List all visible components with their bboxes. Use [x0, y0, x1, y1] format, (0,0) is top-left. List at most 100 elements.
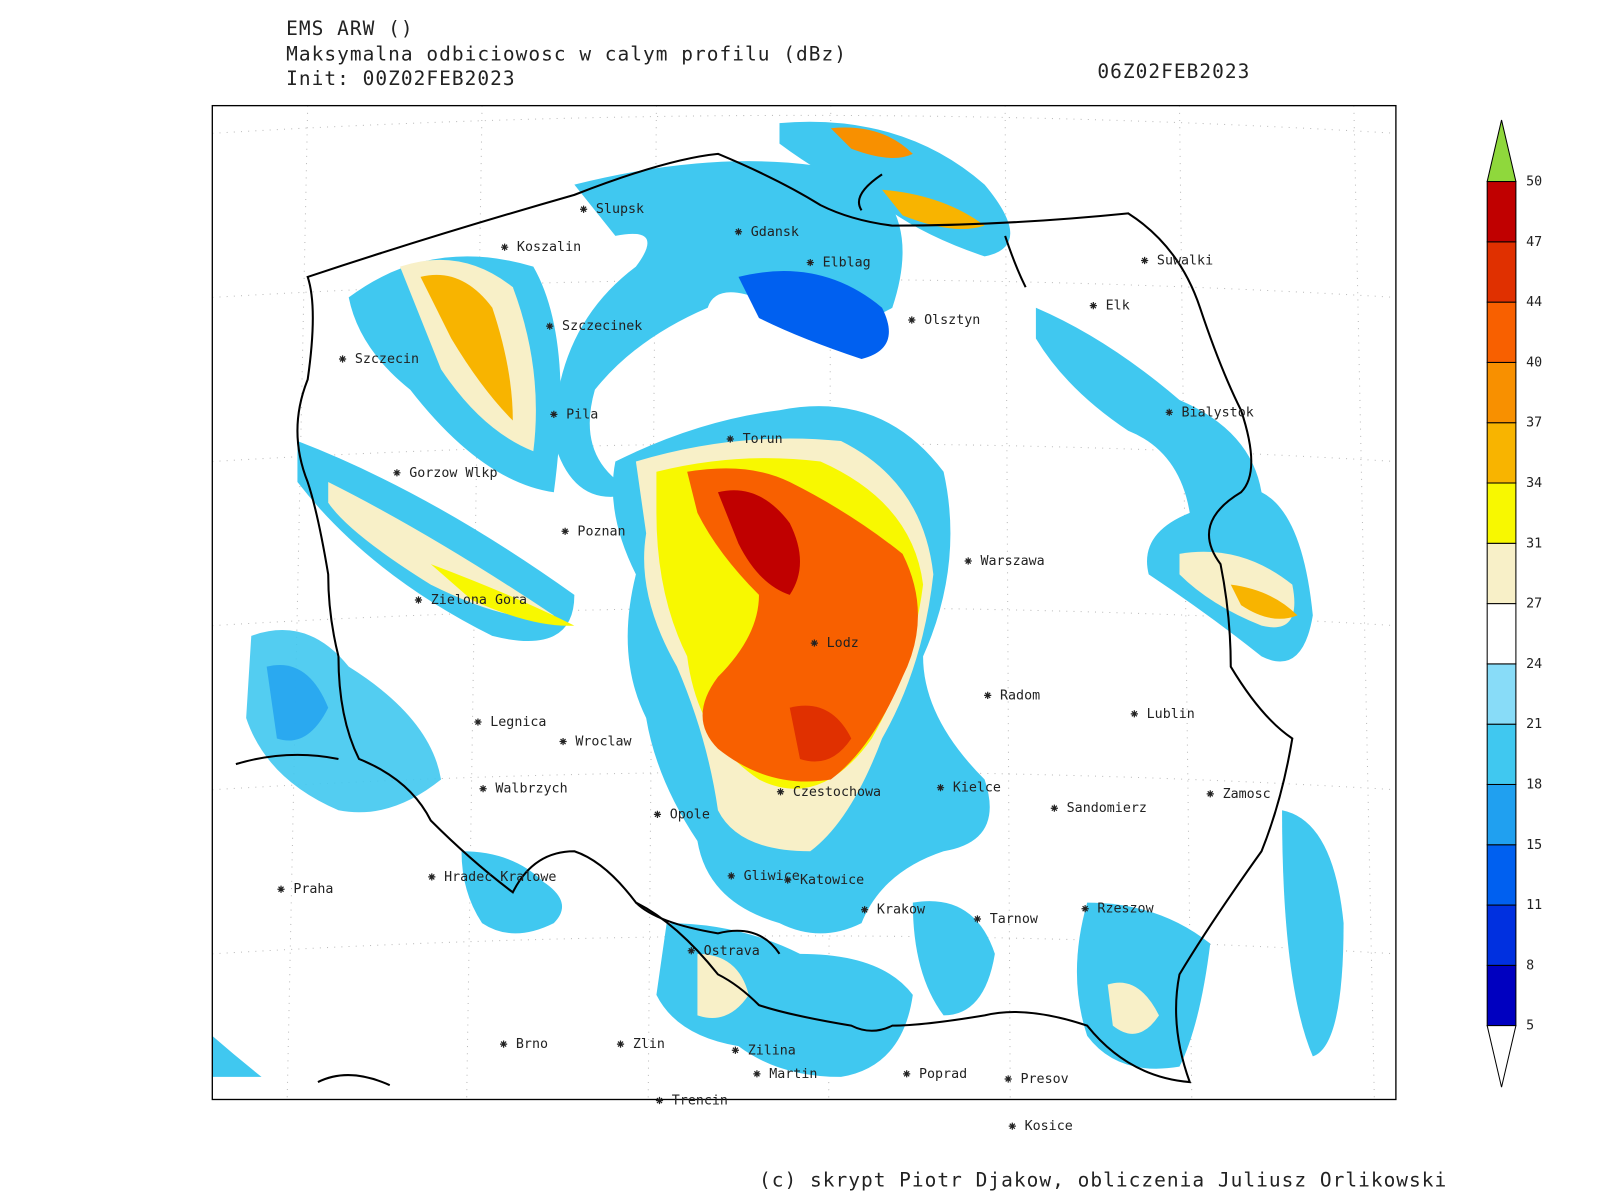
colorbar-label: 15 [1526, 838, 1542, 853]
city-label: Praha [293, 882, 333, 897]
city-marker [903, 1070, 911, 1078]
city-label: Legnica [490, 715, 546, 730]
city-label: Szczecinek [562, 319, 642, 334]
city-label: Krakow [877, 903, 926, 918]
colorbar-label: 21 [1526, 717, 1542, 732]
city-marker [499, 1040, 508, 1048]
city-label: Elk [1106, 299, 1130, 314]
city-marker [784, 876, 792, 884]
colorbar-bin [1486, 783, 1517, 846]
city-marker [414, 596, 423, 604]
city-marker [936, 784, 945, 792]
city-marker [277, 885, 285, 893]
colorbar-bin [1486, 904, 1517, 966]
city-marker [550, 410, 558, 418]
city-marker [687, 947, 695, 955]
city-label: Trencin [672, 1094, 728, 1109]
colorbar-bin [1486, 542, 1517, 605]
city-label: Zamosc [1223, 787, 1271, 802]
city-label: Katowice [800, 873, 864, 888]
city-label: Zilina [748, 1043, 796, 1058]
colorbar-label: 8 [1526, 958, 1534, 973]
city-label: Martin [769, 1067, 817, 1082]
city-labels: Slupsk Koszalin Gdansk Elblag Suwalki Elk Olsz… [277, 202, 1271, 1087]
city-label: Gdansk [751, 225, 799, 240]
city-marker [580, 205, 588, 213]
city-marker [338, 355, 347, 363]
city-label: Wroclaw [575, 735, 632, 750]
init-time: Init: 00Z02FEB2023 [286, 67, 515, 90]
colorbar-bin [1486, 181, 1517, 243]
city-marker [726, 435, 734, 443]
city-label: Gliwice [744, 869, 800, 884]
city-label: Lublin [1147, 707, 1195, 722]
city-label: Presov [1021, 1072, 1069, 1087]
colorbar-label: 5 [1526, 1019, 1534, 1034]
colorbar-label: 31 [1526, 536, 1542, 551]
city-marker [479, 785, 487, 793]
colorbar-under [1486, 1025, 1517, 1088]
city-label: Tarnow [990, 912, 1039, 927]
reflectivity-echoes [212, 121, 1344, 1077]
city-marker [776, 788, 785, 796]
colorbar-label: 11 [1526, 898, 1542, 913]
city-marker [655, 1096, 664, 1105]
city-label: Hradec Kralowe [444, 870, 556, 885]
colorbar-label: 47 [1526, 235, 1542, 250]
city-marker [1089, 302, 1097, 310]
city-label: Slupsk [596, 202, 644, 217]
city-marker [501, 243, 509, 251]
model-title: EMS ARW () [286, 17, 413, 40]
city-label: Szczecin [355, 352, 419, 367]
city-label: Rzeszow [1097, 902, 1154, 917]
city-label: Zielona Gora [431, 593, 527, 608]
city-label: Koszalin [517, 240, 581, 255]
city-marker [428, 873, 436, 881]
city-label: Suwalki [1157, 254, 1213, 269]
city-label: Brno [516, 1037, 548, 1052]
city-marker [1004, 1075, 1012, 1083]
colorbar-label: 37 [1526, 416, 1542, 431]
colorbar-bin [1486, 663, 1517, 725]
city-marker [653, 810, 662, 818]
colorbar-label: 40 [1526, 355, 1542, 370]
city-marker [1206, 790, 1214, 798]
city-label: Pila [566, 407, 598, 422]
city-marker [546, 322, 554, 330]
colorbar-bin [1486, 964, 1517, 1027]
city-marker [731, 1046, 739, 1054]
city-label: Opole [670, 807, 710, 822]
colorbar-bin [1486, 603, 1517, 665]
colorbar-label: 44 [1526, 295, 1542, 310]
product-title: Maksymalna odbiciowosc w calym profilu (… [286, 43, 847, 66]
map-area: Slupsk Koszalin Gdansk Elblag Suwalki Elk Olsz… [212, 105, 1396, 1100]
city-label: Radom [1000, 688, 1040, 703]
city-marker [1141, 256, 1149, 265]
city-label: Kielce [953, 781, 1001, 796]
outside-cities: Trencin Kosice [655, 1094, 1073, 1134]
city-marker [727, 872, 735, 880]
city-marker [806, 258, 814, 267]
city-marker [474, 718, 482, 726]
city-label: Poznan [577, 524, 625, 539]
city-marker [1130, 710, 1138, 718]
city-marker [1165, 408, 1173, 416]
colorbar-bin [1486, 422, 1517, 484]
city-marker [1050, 804, 1058, 812]
city-label: Olsztyn [924, 313, 980, 328]
colorbar-bin [1486, 361, 1517, 424]
city-label: Gorzow Wlkp [409, 466, 497, 481]
colorbar-bin [1486, 723, 1517, 785]
city-marker [561, 527, 569, 535]
colorbar-label: 24 [1526, 657, 1542, 672]
city-label: Sandomierz [1067, 801, 1147, 816]
colorbar-label: 50 [1526, 175, 1542, 190]
city-marker [753, 1070, 761, 1078]
colorbar-label: 34 [1526, 476, 1542, 491]
city-marker [1081, 905, 1089, 913]
city-marker [616, 1040, 625, 1048]
colorbar-bin [1486, 301, 1517, 363]
city-marker [810, 639, 818, 647]
city-label: Walbrzych [495, 782, 567, 797]
